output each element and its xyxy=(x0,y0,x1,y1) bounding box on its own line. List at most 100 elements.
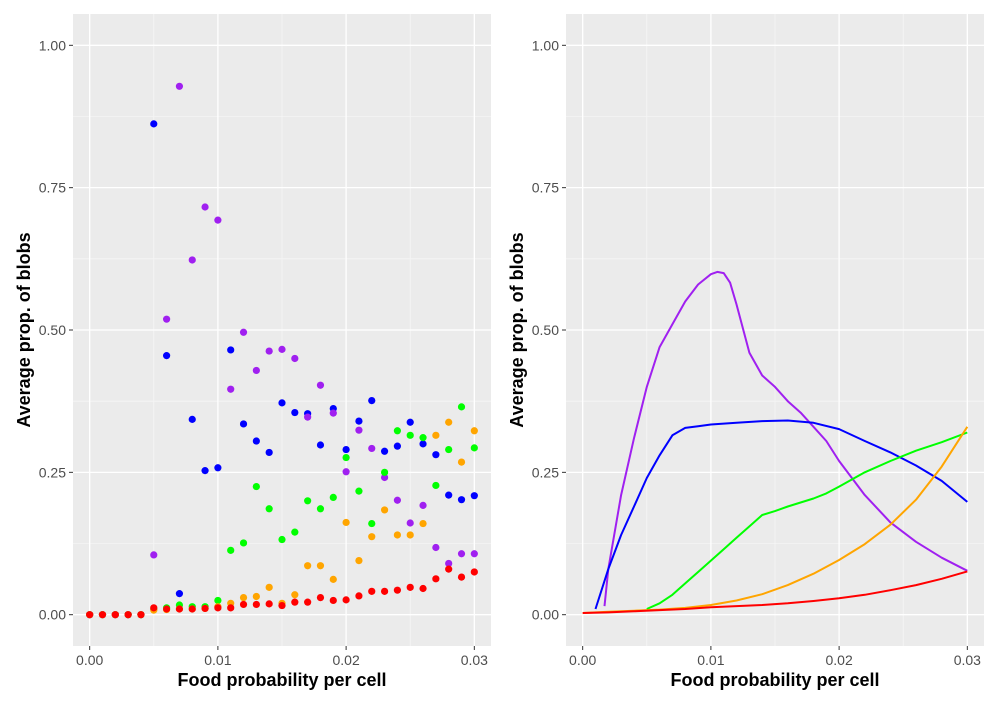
data-point xyxy=(419,519,427,528)
data-point xyxy=(406,519,414,527)
x-tick-label: 0.03 xyxy=(461,652,488,668)
data-point xyxy=(316,381,325,389)
x-tick-label: 0.01 xyxy=(697,652,724,668)
left-x-axis: 0.00 0.01 0.02 0.03 xyxy=(76,646,488,668)
data-point xyxy=(380,587,389,595)
data-point xyxy=(188,415,196,423)
y-tick-label: 0.75 xyxy=(532,180,559,196)
data-point xyxy=(470,444,478,452)
right-data-lines xyxy=(582,270,969,614)
data-point xyxy=(278,345,286,353)
data-point xyxy=(291,408,299,417)
left-scatter-panel: 0.00 0.25 0.50 0.75 1.00 0.00 0.01 0.02 0.03 Fo… xyxy=(14,14,491,690)
data-point xyxy=(393,496,401,504)
data-point xyxy=(445,565,453,573)
data-point xyxy=(419,584,427,593)
data-point xyxy=(432,575,440,583)
data-point xyxy=(291,598,299,606)
data-point xyxy=(355,426,363,434)
data-point xyxy=(214,604,222,612)
data-point xyxy=(278,535,286,544)
data-point xyxy=(304,562,312,570)
data-point xyxy=(342,596,350,604)
data-point xyxy=(432,451,440,459)
data-point xyxy=(342,518,350,527)
data-point xyxy=(227,546,235,554)
data-point xyxy=(265,583,273,591)
data-point xyxy=(252,482,260,491)
y-tick-label: 0.75 xyxy=(39,180,66,196)
y-tick-label: 1.00 xyxy=(532,37,559,53)
right-x-axis-title: Food probability per cell xyxy=(670,670,879,690)
data-point xyxy=(278,399,286,407)
x-tick-label: 0.01 xyxy=(204,652,231,668)
data-point xyxy=(201,467,209,475)
left-x-axis-title: Food probability per cell xyxy=(177,670,386,690)
data-point xyxy=(163,605,171,613)
data-point xyxy=(124,611,132,619)
data-point xyxy=(214,596,222,605)
data-point xyxy=(265,347,273,355)
x-tick-label: 0.03 xyxy=(954,652,981,668)
data-point xyxy=(470,492,478,500)
data-point xyxy=(201,604,209,613)
data-point xyxy=(252,600,260,609)
data-point xyxy=(432,431,440,439)
data-point xyxy=(316,562,325,570)
data-point xyxy=(86,611,94,619)
data-point xyxy=(316,505,325,513)
data-point xyxy=(252,592,260,601)
left-y-axis: 0.00 0.25 0.50 0.75 1.00 xyxy=(39,37,73,623)
data-point xyxy=(304,598,312,606)
data-point xyxy=(111,611,119,619)
data-point xyxy=(329,596,337,605)
data-point xyxy=(457,550,466,558)
data-point xyxy=(368,444,376,453)
y-tick-label: 0.50 xyxy=(39,322,66,338)
data-point xyxy=(368,533,376,541)
data-point xyxy=(355,417,363,425)
right-gridlines xyxy=(566,14,984,646)
data-point xyxy=(291,528,299,536)
y-tick-label: 0.25 xyxy=(532,464,559,480)
y-tick-label: 0.25 xyxy=(39,464,66,480)
data-point xyxy=(188,605,196,613)
y-tick-label: 0.00 xyxy=(532,607,559,623)
data-point xyxy=(445,491,453,499)
data-point xyxy=(432,543,440,552)
data-point xyxy=(329,409,337,417)
data-point xyxy=(393,586,401,594)
data-point xyxy=(175,605,184,613)
data-point xyxy=(393,427,401,435)
data-point xyxy=(368,587,376,595)
x-tick-label: 0.02 xyxy=(825,652,852,668)
data-point xyxy=(432,481,440,490)
data-point xyxy=(355,592,363,600)
data-point xyxy=(175,82,184,90)
x-tick-label: 0.00 xyxy=(76,652,103,668)
data-point xyxy=(150,551,158,559)
data-point xyxy=(355,487,363,495)
data-point xyxy=(393,531,401,539)
data-point xyxy=(304,497,312,505)
series-line xyxy=(594,419,968,610)
data-point xyxy=(98,611,107,619)
series-line xyxy=(646,431,968,610)
data-point xyxy=(380,468,389,476)
data-point xyxy=(329,575,337,583)
data-point xyxy=(150,604,158,612)
data-point xyxy=(150,120,158,128)
data-point xyxy=(163,315,171,323)
data-point xyxy=(406,583,414,591)
data-point xyxy=(368,397,376,405)
data-point xyxy=(227,385,235,393)
right-x-axis: 0.00 0.01 0.02 0.03 xyxy=(569,646,981,668)
data-point xyxy=(470,568,478,576)
data-point xyxy=(406,418,414,426)
data-point xyxy=(445,418,453,426)
data-point xyxy=(239,328,248,336)
data-point xyxy=(265,600,273,608)
data-point xyxy=(419,434,427,442)
data-point xyxy=(214,216,222,224)
data-point xyxy=(291,354,299,363)
